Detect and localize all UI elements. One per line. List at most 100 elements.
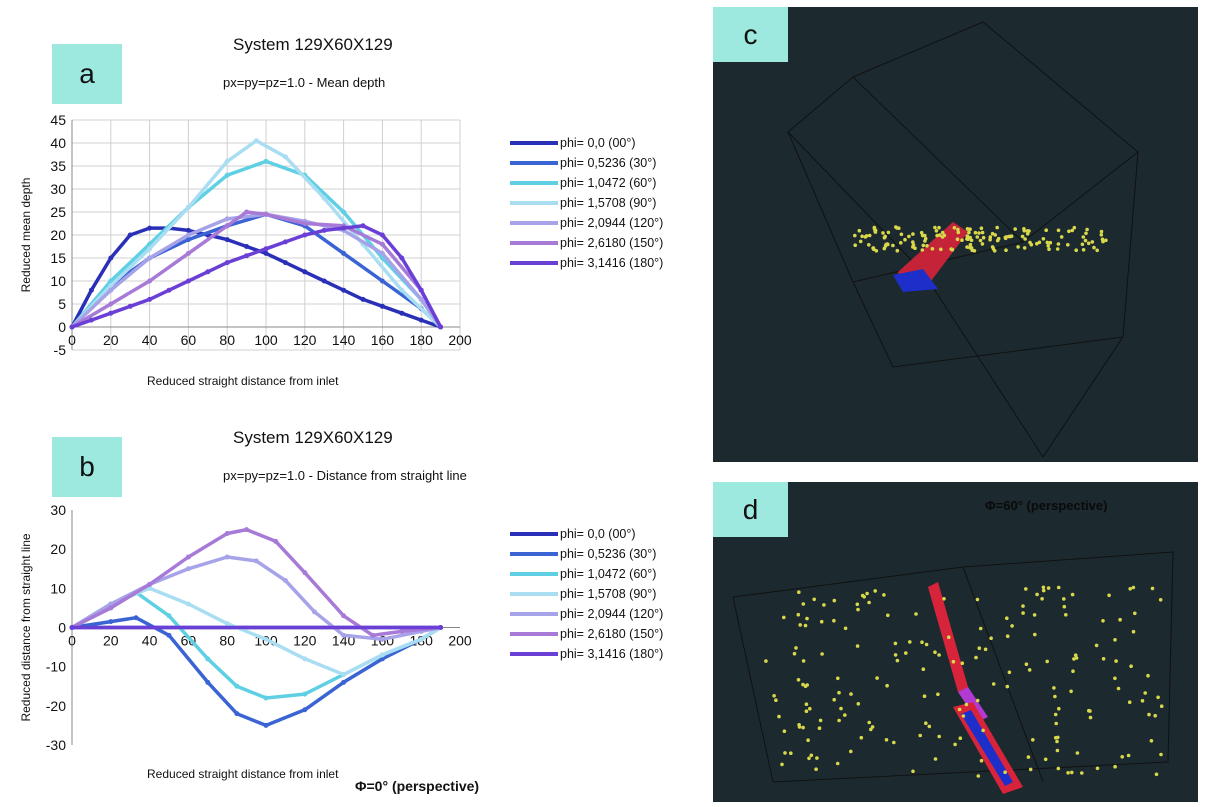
chart-a-point: [379, 278, 385, 284]
particle: [1025, 231, 1030, 236]
chart-b-point: [438, 625, 444, 630]
particle: [957, 707, 962, 712]
particle: [807, 756, 811, 761]
particle: [975, 597, 980, 602]
chart-a-point: [185, 232, 191, 238]
chart-b-point: [418, 636, 424, 642]
particle: [952, 226, 957, 230]
particle: [801, 725, 805, 730]
legend-swatch: [510, 612, 558, 616]
particle: [903, 237, 907, 242]
particle: [937, 225, 941, 230]
particle: [968, 242, 973, 247]
chart-b-ytick-label: 10: [50, 580, 66, 596]
particle: [978, 238, 983, 243]
particle: [988, 235, 993, 239]
particle: [1044, 228, 1048, 232]
particle: [911, 232, 915, 236]
particle: [1041, 237, 1046, 241]
particle: [919, 230, 924, 235]
particle: [883, 234, 887, 239]
particle: [1075, 751, 1080, 755]
particle: [965, 237, 969, 241]
particle: [867, 233, 872, 238]
particle: [849, 692, 853, 696]
particle: [1074, 656, 1079, 660]
chart-b-point: [312, 609, 317, 615]
particle: [867, 243, 871, 247]
particle: [885, 242, 890, 246]
particle: [978, 626, 983, 631]
particle: [995, 238, 1000, 243]
particle: [979, 758, 984, 763]
legend-swatch: [510, 652, 558, 656]
chart-a-point: [282, 154, 288, 160]
particle: [858, 239, 863, 244]
chart-a-series-line-6: [71, 224, 443, 329]
particle: [974, 655, 978, 660]
particle: [908, 640, 912, 644]
particle: [1090, 240, 1095, 244]
legend-label: phi= 1,5708 (90°): [560, 196, 657, 210]
particle: [1016, 245, 1020, 249]
particle: [990, 231, 995, 236]
particle: [979, 226, 984, 230]
particle: [839, 706, 843, 711]
legend-label: phi= 1,5708 (90°): [560, 587, 657, 601]
chart-a-point: [302, 221, 308, 226]
particle: [1021, 604, 1025, 608]
chart-a-point: [302, 232, 308, 238]
legend-swatch: [510, 552, 558, 556]
particle: [981, 728, 985, 733]
particle: [1056, 585, 1061, 590]
particle: [1053, 736, 1058, 740]
chart-a-ytick-label: -5: [54, 342, 67, 358]
particle: [803, 623, 808, 628]
legend-swatch: [510, 241, 558, 245]
particle: [936, 692, 940, 697]
particle: [1143, 691, 1147, 695]
particle: [855, 644, 860, 648]
particle: [812, 597, 816, 602]
particle: [956, 230, 961, 235]
particle: [837, 690, 841, 695]
particle: [774, 698, 778, 702]
particle: [1021, 611, 1025, 615]
chart-b-point: [205, 679, 211, 685]
particle: [1005, 616, 1009, 620]
particle: [1072, 225, 1077, 230]
chart-b-point: [244, 527, 250, 533]
chart-a-point: [321, 227, 327, 233]
particle: [855, 602, 860, 607]
particle: [1070, 592, 1075, 597]
particle: [822, 603, 826, 607]
perspective-caption: Φ=0° (perspective): [355, 778, 480, 794]
chart-a-ytick-label: 35: [50, 158, 66, 174]
particle: [1054, 721, 1058, 726]
particle: [1053, 694, 1057, 699]
chart-a-ytick-label: 15: [50, 250, 66, 266]
chart-b-point: [253, 558, 259, 564]
particle: [894, 225, 898, 229]
chart-a-point: [302, 269, 308, 275]
particle: [843, 626, 848, 631]
particle: [836, 676, 840, 681]
particle: [873, 589, 877, 593]
particle: [1088, 709, 1092, 713]
chart-a-point: [147, 296, 153, 302]
particle: [1052, 686, 1056, 690]
particle: [1041, 585, 1046, 590]
particle: [1046, 586, 1051, 590]
chart-a-point: [379, 250, 385, 256]
particle: [1113, 764, 1117, 769]
particle: [1149, 739, 1154, 743]
particle: [1069, 689, 1073, 694]
chart-a-xtick-label: 140: [332, 332, 356, 348]
chart-a-point: [185, 227, 191, 233]
particle: [1067, 229, 1071, 234]
chart-a-point: [108, 310, 114, 316]
particle: [884, 738, 889, 742]
legend-swatch: [510, 221, 558, 225]
particle: [947, 635, 951, 639]
legend-swatch: [510, 141, 558, 145]
